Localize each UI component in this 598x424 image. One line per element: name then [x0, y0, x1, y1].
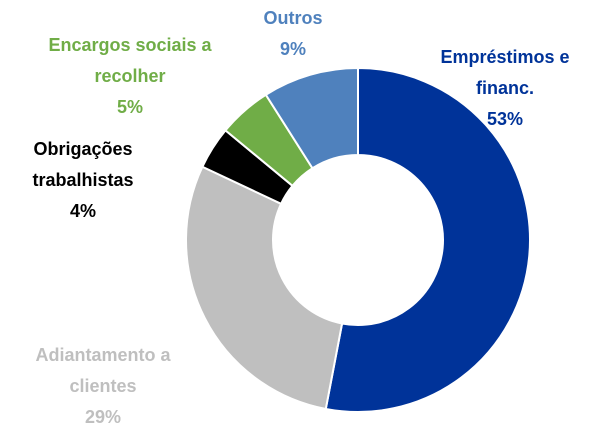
value-label: 53%: [486, 109, 524, 129]
slice-label: Obrigações trabalhistas 4%: [8, 134, 158, 227]
value-label: 4%: [69, 201, 96, 221]
slice-label: Empréstimos e financ. 53%: [420, 42, 590, 135]
category-label: Adiantamento a clientes: [35, 345, 171, 396]
value-label: 9%: [279, 39, 306, 59]
donut-slice: [324, 66, 532, 413]
value-label: 29%: [84, 407, 122, 424]
donut-slice: [185, 165, 344, 411]
category-label: Obrigações trabalhistas: [32, 139, 134, 190]
slice-label: Adiantamento a clientes 29%: [8, 340, 198, 424]
donut-slice: [264, 66, 359, 170]
category-label: Encargos sociais a recolher: [48, 35, 212, 86]
slice-label: Encargos sociais a recolher 5%: [20, 30, 240, 123]
category-label: Outros: [263, 8, 323, 28]
value-label: 5%: [116, 97, 143, 117]
category-label: Empréstimos e financ.: [440, 47, 570, 98]
slice-label: Outros 9%: [243, 3, 343, 65]
